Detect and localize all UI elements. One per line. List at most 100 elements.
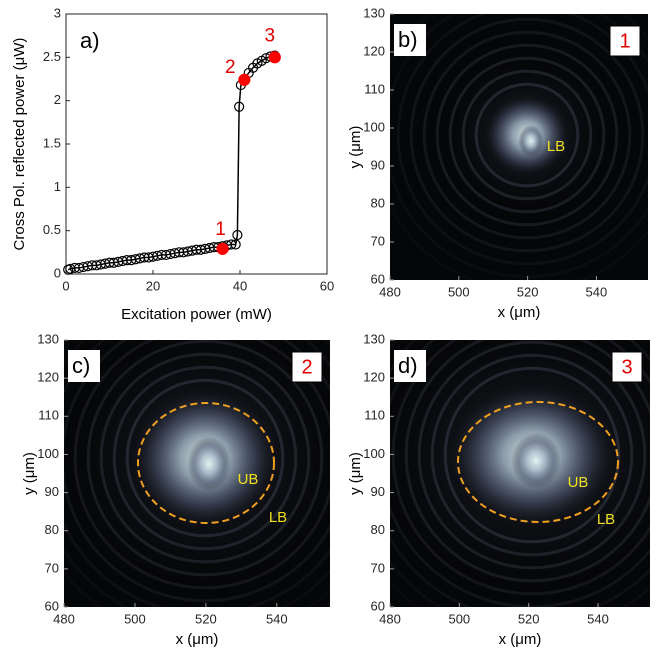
x-axis-title: x (μm) [498,304,541,321]
y-axis-title: y (μm) [21,452,38,495]
ring [390,14,648,279]
ring [435,43,619,227]
badge-box [291,351,323,383]
y-tick-label: 60 [371,598,385,613]
y-tick-label: 0 [54,265,61,280]
ring [64,340,330,603]
panel-letter: b) [398,27,418,52]
y-tick-label: 110 [364,81,385,96]
x-axis-title: x (μm) [176,631,219,648]
ring [409,17,645,253]
image [390,340,650,607]
point-label: 1 [215,219,226,240]
y-tick-label: 130 [37,331,59,346]
x-tick-label: 500 [448,611,470,626]
y-tick-label: 60 [45,598,59,613]
y-tick-label: 120 [37,370,59,385]
badge: 2 [301,356,312,378]
ring [443,366,621,544]
data-point [230,239,241,250]
ring [125,378,285,538]
glow-core [518,125,544,157]
panel-letter: a) [80,28,100,53]
badge-box [611,351,643,383]
y-axis-title: Cross Pol. reflected power (μW) [11,38,28,251]
y-tick-label: 110 [364,408,385,423]
badge: 3 [621,356,632,378]
y-tick-label: 130 [363,5,385,20]
y-axis-title: y (μm) [347,452,364,495]
data-point [268,51,281,64]
image [390,14,648,280]
annotation: LB [269,509,287,526]
panel-letter-box [394,350,426,382]
y-tick-label: 2.5 [43,49,61,64]
plot-area [65,13,328,275]
y-tick-label: 100 [363,119,385,134]
x-tick-label: 480 [379,611,401,626]
ring [73,340,330,590]
data-point [216,242,229,255]
panel-letter: d) [398,353,418,378]
annotation: LB [597,511,615,528]
y-tick-label: 0.5 [43,222,61,237]
x-tick-label: 500 [124,611,146,626]
x-axis-title: Excitation power (mW) [121,306,272,323]
x-tick-label: 40 [233,278,247,293]
x-tick-label: 520 [195,611,217,626]
y-tick-label: 3 [54,5,61,20]
x-tick-label: 500 [448,284,470,299]
y-tick-label: 70 [371,560,385,575]
point-label: 3 [265,25,276,46]
y-tick-label: 90 [371,484,385,499]
y-tick-label: 80 [371,195,385,210]
x-tick-label: 480 [53,611,75,626]
dashed-ellipse [457,401,619,523]
x-tick-label: 520 [517,284,539,299]
x-tick-label: 540 [266,611,288,626]
ring [461,69,593,201]
x-tick-label: 0 [62,278,69,293]
y-tick-label: 120 [363,43,385,58]
panel-letter: c) [72,353,90,378]
y-tick-label: 110 [38,408,59,423]
x-axis-title: x (μm) [499,631,542,648]
ring [99,352,311,564]
dashed-ellipse [137,402,275,524]
data-point [232,229,243,241]
ring [430,353,634,557]
x-tick-label: 480 [379,284,401,299]
ring [396,14,648,266]
y-tick-label: 120 [363,370,385,385]
ring [391,340,650,596]
ring [112,365,298,551]
y-tick-label: 100 [37,446,59,461]
y-tick-label: 80 [45,522,59,537]
ring [86,340,324,577]
point-label: 2 [225,57,236,78]
y-axis-title: y (μm) [347,126,364,169]
image [64,340,330,607]
ring [390,340,650,607]
y-tick-label: 1.5 [43,135,61,150]
x-tick-label: 540 [587,611,609,626]
panel-letter-box [394,24,426,56]
x-tick-label: 20 [146,278,160,293]
y-tick-label: 70 [45,560,59,575]
ring [417,340,647,570]
y-tick-label: 1 [54,179,61,194]
badge-box [609,25,641,57]
y-tick-label: 2 [54,92,61,107]
data-point [234,101,245,112]
data-point [238,73,251,86]
glow-core [187,436,231,492]
x-tick-label: 520 [518,611,540,626]
y-tick-label: 60 [371,271,385,286]
x-tick-label: 540 [586,284,608,299]
y-tick-label: 100 [363,446,385,461]
glow-core [511,433,561,489]
y-tick-label: 130 [363,331,385,346]
ring [474,82,580,188]
annotation: LB [547,138,565,155]
